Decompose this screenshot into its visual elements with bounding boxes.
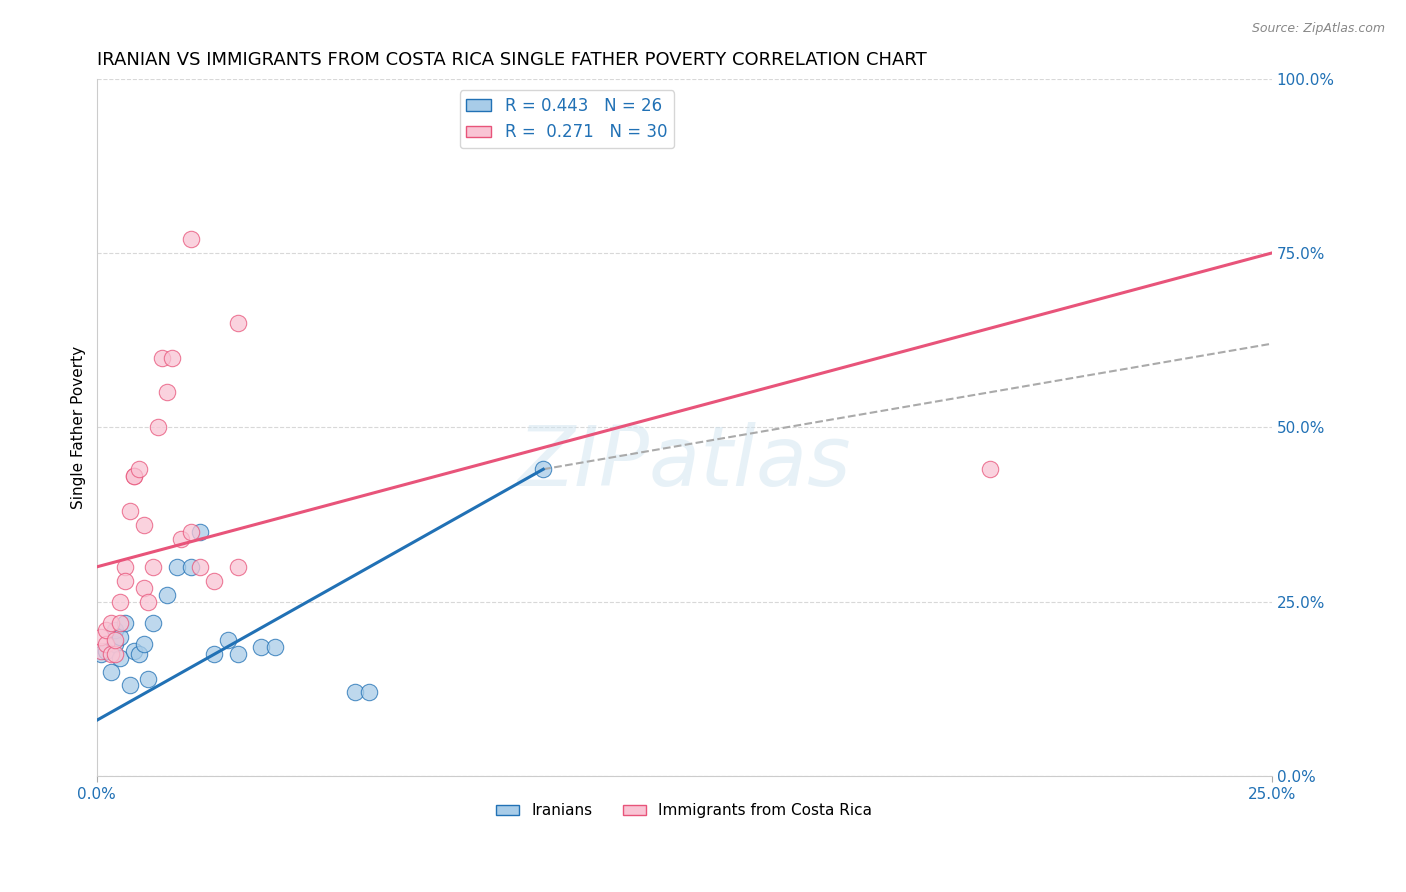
Point [264,640,287,654]
Point [180,560,202,574]
Text: Source: ZipAtlas.com: Source: ZipAtlas.com [1251,22,1385,36]
Point [170,532,193,546]
Point [979,462,1001,476]
Point [132,581,155,595]
Point [100,665,122,679]
Point [122,469,145,483]
Point [188,560,211,574]
Point [108,615,131,630]
Point [104,623,127,637]
Text: ZIPatlas: ZIPatlas [517,422,851,503]
Point [104,647,127,661]
Point [108,595,131,609]
Point [114,560,136,574]
Point [217,633,239,648]
Point [180,524,202,539]
Point [128,462,150,476]
Point [118,504,141,518]
Point [344,685,367,699]
Point [142,615,165,630]
Point [114,615,136,630]
Point [180,232,202,246]
Point [226,316,249,330]
Point [142,560,165,574]
Point [226,647,249,661]
Point [166,560,188,574]
Legend: Iranians, Immigrants from Costa Rica: Iranians, Immigrants from Costa Rica [491,797,879,824]
Point [94,637,117,651]
Point [90,647,112,661]
Point [128,647,150,661]
Point [104,633,127,648]
Point [122,469,145,483]
Point [132,637,155,651]
Point [114,574,136,588]
Point [132,518,155,533]
Point [152,351,174,365]
Point [226,560,249,574]
Point [100,615,122,630]
Point [146,420,169,434]
Point [156,588,179,602]
Point [160,351,183,365]
Point [90,630,112,644]
Point [138,595,160,609]
Y-axis label: Single Father Poverty: Single Father Poverty [72,346,86,509]
Point [108,630,131,644]
Point [94,623,117,637]
Text: IRANIAN VS IMMIGRANTS FROM COSTA RICA SINGLE FATHER POVERTY CORRELATION CHART: IRANIAN VS IMMIGRANTS FROM COSTA RICA SI… [97,51,927,69]
Point [250,640,273,654]
Point [104,637,127,651]
Point [202,574,225,588]
Point [118,678,141,692]
Point [122,643,145,657]
Point [156,385,179,400]
Point [138,672,160,686]
Point [531,462,554,476]
Point [359,685,381,699]
Point [100,647,122,661]
Point [108,650,131,665]
Point [94,643,117,657]
Point [90,643,112,657]
Point [202,647,225,661]
Point [188,524,211,539]
